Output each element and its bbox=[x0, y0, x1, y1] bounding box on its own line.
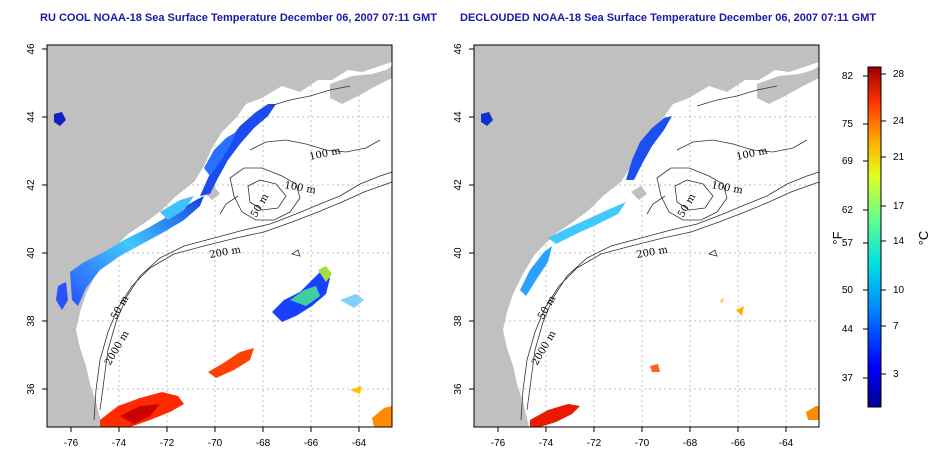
celsius-tick-label: 7 bbox=[893, 321, 899, 332]
fahrenheit-tick-label: 57 bbox=[842, 238, 854, 249]
fahrenheit-tick-label: 50 bbox=[842, 285, 854, 296]
temperature-colorbar: 82 75 69 62 57 50 44 37 28 24 21 17 14 1… bbox=[830, 66, 931, 408]
lon-tick-label: -74 bbox=[539, 438, 554, 449]
celsius-tick-label: 17 bbox=[893, 201, 905, 212]
lon-tick-label: -70 bbox=[208, 438, 223, 449]
lon-tick-label: -68 bbox=[683, 438, 698, 449]
lat-tick-label: 46 bbox=[453, 43, 464, 55]
lon-tick-label: -76 bbox=[491, 438, 506, 449]
lat-tick-label: 40 bbox=[26, 247, 37, 259]
lat-tick-label: 40 bbox=[453, 247, 464, 259]
celsius-tick-label: 21 bbox=[893, 152, 905, 163]
lat-tick-label: 44 bbox=[26, 111, 37, 123]
lat-tick-label: 42 bbox=[453, 179, 464, 191]
fahrenheit-tick-label: 75 bbox=[842, 119, 854, 130]
left-map-title: RU COOL NOAA-18 Sea Surface Temperature … bbox=[40, 12, 437, 24]
nova-scotia bbox=[757, 66, 819, 104]
celsius-tick-label: 10 bbox=[893, 285, 905, 296]
fahrenheit-tick-label: 37 bbox=[842, 373, 854, 384]
fahrenheit-tick-label: 69 bbox=[842, 156, 854, 167]
lat-tick-label: 38 bbox=[26, 315, 37, 327]
cape-cod bbox=[631, 186, 647, 200]
lon-tick-label: -74 bbox=[112, 438, 127, 449]
lon-tick-label: -72 bbox=[160, 438, 175, 449]
celsius-tick-label: 3 bbox=[893, 369, 899, 380]
sst-patches bbox=[54, 104, 392, 427]
right-map-panel: 100 m 100 m 50 m 200 m 50 m 2000 m -76 -… bbox=[453, 43, 820, 449]
fahrenheit-unit-label: °F bbox=[830, 231, 845, 244]
depth-contours bbox=[520, 85, 820, 421]
depth-contours bbox=[93, 85, 393, 421]
right-map-title: DECLOUDED NOAA-18 Sea Surface Temperatur… bbox=[460, 12, 877, 24]
lat-tick-label: 36 bbox=[453, 383, 464, 395]
cape-cod bbox=[204, 186, 220, 200]
lon-tick-label: -64 bbox=[779, 438, 794, 449]
left-map-panel: 100 m 100 m 50 m 200 m 50 m 2000 m -76 -… bbox=[26, 43, 393, 449]
land-mass bbox=[474, 45, 819, 427]
nova-scotia bbox=[330, 66, 392, 104]
land-mass bbox=[47, 45, 392, 427]
sst-patches bbox=[481, 112, 819, 427]
fahrenheit-tick-label: 62 bbox=[842, 205, 854, 216]
celsius-tick-label: 14 bbox=[893, 236, 905, 247]
lon-tick-label: -76 bbox=[64, 438, 79, 449]
celsius-tick-label: 24 bbox=[893, 116, 905, 127]
lat-tick-label: 44 bbox=[453, 111, 464, 123]
lon-tick-label: -66 bbox=[304, 438, 319, 449]
fahrenheit-tick-label: 44 bbox=[842, 324, 854, 335]
fahrenheit-tick-label: 82 bbox=[842, 71, 854, 82]
lon-tick-label: -72 bbox=[587, 438, 602, 449]
lon-tick-label: -70 bbox=[635, 438, 650, 449]
lon-tick-label: -64 bbox=[352, 438, 367, 449]
lon-tick-label: -66 bbox=[731, 438, 746, 449]
celsius-tick-label: 28 bbox=[893, 69, 905, 80]
lat-tick-label: 38 bbox=[453, 315, 464, 327]
celsius-unit-label: °C bbox=[916, 231, 931, 246]
lat-tick-label: 42 bbox=[26, 179, 37, 191]
lat-tick-label: 36 bbox=[26, 383, 37, 395]
lat-tick-label: 46 bbox=[26, 43, 37, 55]
colorbar-gradient bbox=[867, 66, 882, 408]
lon-tick-label: -68 bbox=[256, 438, 271, 449]
